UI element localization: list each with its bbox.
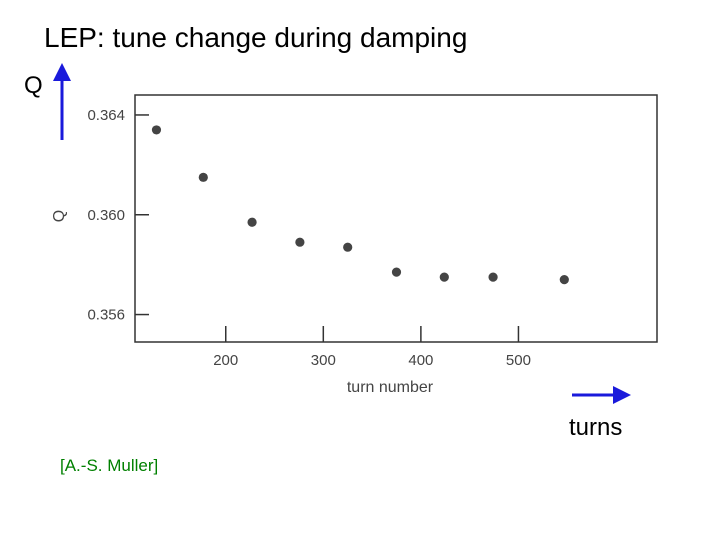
- x-axis-title: turn number: [347, 379, 434, 396]
- data-point: [151, 125, 162, 135]
- data-point: [198, 172, 208, 182]
- turns-axis-label: turns: [569, 414, 623, 441]
- data-point: [439, 272, 449, 282]
- data-point: [295, 237, 305, 247]
- q-axis-label: Q: [24, 72, 43, 99]
- x-tick-label: 400: [408, 352, 433, 369]
- data-point: [343, 242, 353, 252]
- y-tick-label: 0.356: [87, 307, 125, 324]
- x-tick-label: 500: [506, 352, 531, 369]
- plot-frame: [134, 94, 658, 343]
- x-tick-label: 200: [213, 352, 238, 369]
- slide-title: LEP: tune change during damping: [44, 22, 468, 53]
- y-tick-label: 0.364: [87, 107, 125, 124]
- x-tick-label: 300: [311, 352, 336, 369]
- y-axis-title: Q: [51, 210, 68, 222]
- data-point: [391, 267, 402, 277]
- credit-text: [A.-S. Muller]: [60, 456, 159, 475]
- data-point: [559, 275, 569, 285]
- data-point: [247, 217, 257, 227]
- y-tick-label: 0.360: [87, 207, 125, 224]
- data-point: [488, 272, 498, 282]
